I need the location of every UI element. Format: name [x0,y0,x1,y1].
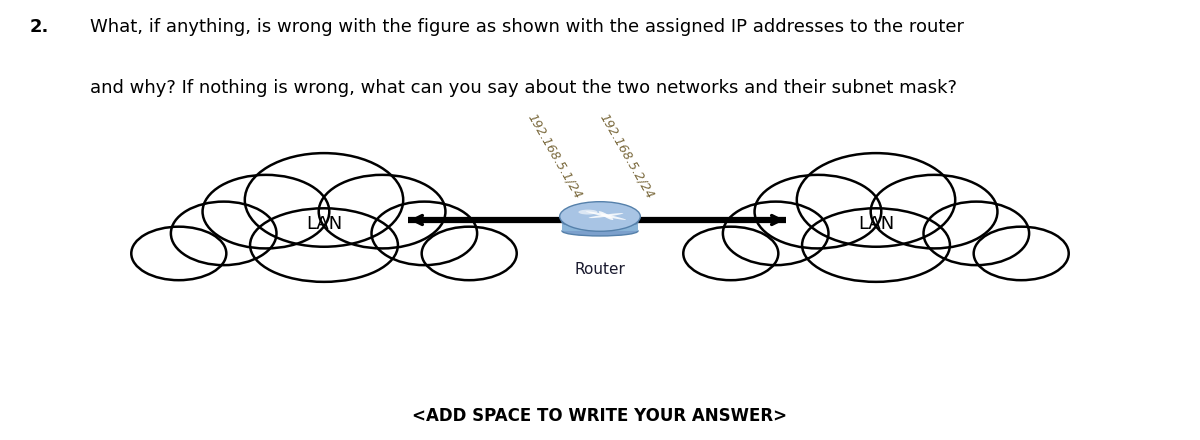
Text: What, if anything, is wrong with the figure as shown with the assigned IP addres: What, if anything, is wrong with the fig… [90,18,964,36]
Ellipse shape [319,175,445,249]
Text: and why? If nothing is wrong, what can you say about the two networks and their : and why? If nothing is wrong, what can y… [90,79,958,97]
Ellipse shape [131,227,227,280]
Ellipse shape [372,202,478,265]
Text: LAN: LAN [306,216,342,233]
Ellipse shape [170,202,276,265]
Ellipse shape [578,209,598,215]
Ellipse shape [755,175,881,249]
Ellipse shape [973,227,1069,280]
Text: 192.168.5.1/24: 192.168.5.1/24 [524,111,584,201]
Ellipse shape [589,213,623,218]
Ellipse shape [599,211,613,220]
Circle shape [559,202,641,231]
Ellipse shape [250,208,398,282]
Ellipse shape [203,175,329,249]
Ellipse shape [562,226,638,236]
Text: 2.: 2. [30,18,49,36]
Ellipse shape [722,202,828,265]
Ellipse shape [797,153,955,247]
Text: 192.168.5.2/24: 192.168.5.2/24 [596,111,656,201]
Ellipse shape [586,211,626,220]
Text: LAN: LAN [858,216,894,233]
Text: <ADD SPACE TO WRITE YOUR ANSWER>: <ADD SPACE TO WRITE YOUR ANSWER> [413,407,787,425]
Ellipse shape [245,153,403,247]
Ellipse shape [871,175,997,249]
Ellipse shape [924,202,1030,265]
Ellipse shape [802,208,950,282]
Polygon shape [562,224,638,231]
Ellipse shape [421,227,517,280]
Text: Router: Router [575,262,625,277]
Ellipse shape [683,227,779,280]
Ellipse shape [562,217,638,227]
